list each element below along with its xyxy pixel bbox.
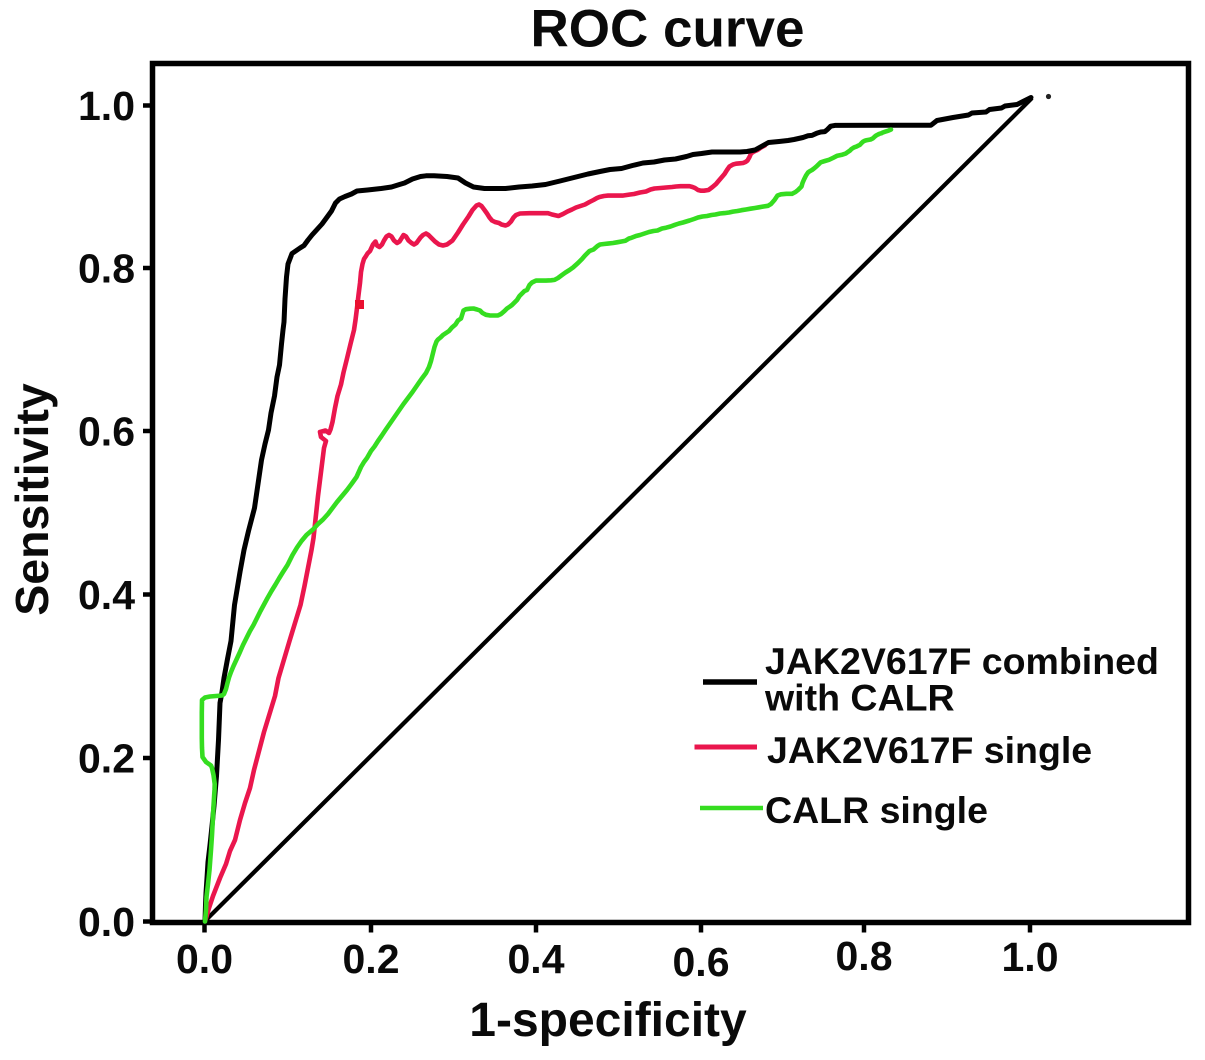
svg-text:0.6: 0.6 (673, 939, 730, 985)
svg-text:JAK2V617F combined: JAK2V617F combined (765, 640, 1159, 682)
svg-text:0.0: 0.0 (78, 899, 135, 945)
svg-text:CALR single: CALR single (765, 789, 988, 831)
svg-text:0.2: 0.2 (343, 936, 400, 982)
svg-text:JAK2V617F single: JAK2V617F single (767, 729, 1092, 771)
svg-text:1.0: 1.0 (1002, 934, 1059, 980)
svg-text:0.4: 0.4 (78, 572, 135, 618)
svg-text:0.8: 0.8 (836, 933, 893, 979)
svg-text:ROC curve: ROC curve (531, 0, 805, 59)
svg-text:0.8: 0.8 (78, 246, 135, 292)
svg-text:0.6: 0.6 (78, 409, 135, 455)
svg-text:Sensitivity: Sensitivity (6, 383, 58, 616)
svg-text:0.4: 0.4 (508, 936, 565, 982)
svg-text:with CALR: with CALR (764, 677, 955, 719)
svg-text:0.0: 0.0 (176, 936, 233, 982)
svg-text:1-specificity: 1-specificity (469, 994, 747, 1047)
svg-text:0.2: 0.2 (78, 736, 135, 782)
svg-text:1.0: 1.0 (78, 83, 135, 129)
